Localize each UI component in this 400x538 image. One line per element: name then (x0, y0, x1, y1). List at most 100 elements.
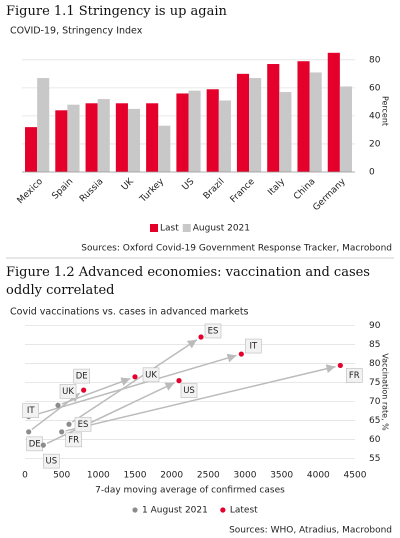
bar (267, 64, 280, 172)
legend-label: Last (160, 224, 179, 234)
y-tick-label: 60 (369, 435, 381, 445)
arrow (65, 364, 336, 432)
legend-swatch (150, 224, 158, 232)
y-tick-label: 70 (369, 397, 381, 407)
point-label: US (46, 457, 58, 467)
x-axis-label: 7-day moving average of confirmed cases (95, 486, 285, 496)
point (132, 374, 138, 380)
bar (97, 99, 110, 172)
point (40, 442, 46, 448)
x-tick-label: 1000 (87, 471, 110, 481)
x-tick-label: 0 (22, 471, 28, 481)
source: Sources: Oxford Covid-19 Government Resp… (81, 244, 392, 254)
legend-label: Latest (230, 506, 258, 516)
label-box (73, 368, 90, 384)
bar (297, 61, 310, 172)
y-axis-label: Vaccination rate, % (381, 353, 390, 431)
x-tick-label: Turkey (138, 176, 167, 205)
bar (146, 103, 159, 172)
legend-marker (132, 507, 138, 513)
bar (115, 103, 128, 172)
point-label: IT (249, 342, 258, 352)
point (26, 429, 32, 435)
x-tick-label: France (229, 176, 258, 205)
x-tick-label: 2500 (197, 471, 220, 481)
arrow (71, 339, 198, 423)
bar (236, 73, 250, 172)
chart-title: COVID-19, Stringency Index (10, 26, 143, 37)
chart-title: Covid vaccinations vs. cases in advanced… (10, 307, 249, 318)
x-tick-label: 1500 (124, 471, 147, 481)
y-axis-label: Percent (381, 96, 390, 126)
point (176, 378, 182, 384)
x-tick-label: China (292, 177, 317, 202)
figure-title: Figure 1.2 Advanced economies: vaccinati… (6, 265, 370, 298)
label-box (245, 338, 262, 354)
bar (327, 52, 340, 172)
x-tick-label: Russia (78, 177, 106, 205)
point-label: FR (349, 371, 360, 381)
point-label: FR (68, 435, 79, 445)
point-label: ES (208, 326, 219, 336)
point-label: DE (76, 372, 88, 382)
bar (218, 100, 231, 172)
x-tick-label: Mexico (16, 176, 46, 206)
y-tick-label: 80 (369, 359, 381, 369)
label-box (142, 367, 160, 383)
x-tick-label: US (181, 177, 197, 193)
point (59, 429, 65, 435)
point (81, 387, 87, 393)
point (198, 334, 204, 340)
bar (206, 89, 219, 172)
point-label: DE (29, 439, 41, 449)
legend-marker (220, 507, 226, 513)
x-tick-label: Spain (50, 177, 75, 202)
y-tick-label: 60 (369, 83, 381, 93)
label-box (74, 416, 92, 432)
bar (309, 72, 322, 172)
source: Sources: WHO, Atradius, Macrobond (229, 526, 392, 536)
point-label: UK (145, 370, 157, 380)
point (337, 362, 343, 369)
bar (37, 78, 50, 172)
point-label: IT (27, 406, 36, 416)
x-tick-label: 500 (53, 471, 70, 481)
x-tick-label: Brazil (202, 177, 227, 202)
arrow (32, 353, 237, 417)
x-tick-label: 4000 (307, 471, 330, 481)
bar (158, 125, 171, 172)
y-tick-label: 90 (369, 321, 381, 331)
x-tick-label: 4500 (344, 471, 367, 481)
point (55, 402, 61, 408)
arrow (31, 392, 81, 431)
y-tick-label: 20 (369, 139, 381, 149)
x-tick-label: 3500 (270, 471, 293, 481)
y-tick-label: 80 (369, 55, 381, 65)
y-tick-label: 75 (369, 378, 380, 388)
bar (279, 92, 292, 172)
y-tick-label: 55 (369, 454, 380, 464)
label-box (59, 383, 77, 399)
label-box (43, 453, 60, 469)
x-tick-label: Italy (266, 176, 287, 197)
x-tick-label: Germany (311, 176, 348, 213)
label-box (346, 368, 363, 383)
bar (188, 90, 201, 172)
bar (249, 78, 262, 172)
legend-label: 1 August 2021 (142, 506, 208, 516)
bar (176, 93, 189, 172)
x-tick-label: 3000 (234, 471, 257, 481)
figure-title: Figure 1.1 Stringency is up again (6, 4, 227, 19)
y-tick-label: 40 (369, 111, 381, 121)
label-box (180, 383, 198, 398)
point-label: US (183, 386, 195, 396)
point-label: ES (78, 420, 89, 430)
bar (25, 127, 38, 172)
bar (67, 104, 80, 172)
x-tick-label: UK (120, 176, 137, 193)
y-tick-label: 0 (369, 168, 375, 178)
y-tick-label: 65 (369, 416, 380, 426)
point-label: UK (62, 387, 74, 397)
